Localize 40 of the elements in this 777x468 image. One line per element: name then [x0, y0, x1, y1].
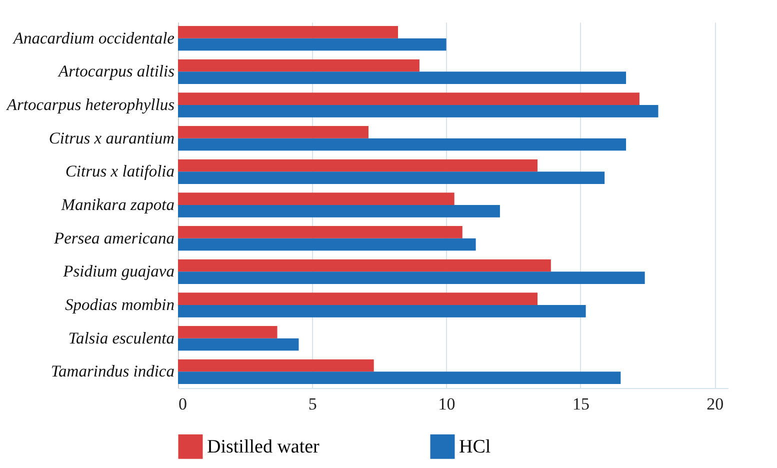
x-tick-label: 20 — [706, 394, 724, 414]
bar — [178, 259, 551, 272]
bar — [178, 126, 368, 138]
bar — [178, 159, 538, 172]
y-tick-label: Artocarpus altilis — [58, 62, 174, 81]
bar — [178, 205, 500, 218]
y-tick-label: Tamarindus indica — [50, 362, 174, 381]
y-tick-label: Citrus x latifolia — [65, 162, 174, 181]
y-tick-label: Anacardium occidentale — [12, 28, 174, 48]
bar — [178, 338, 299, 351]
bar — [178, 326, 278, 338]
x-tick-label: 15 — [572, 394, 590, 414]
legend-label: HCl — [459, 436, 491, 458]
bar — [178, 172, 605, 184]
y-tick-label: Talsia esculenta — [68, 328, 174, 348]
x-tick-label: 5 — [308, 394, 317, 414]
y-tick-label: Artocarpus heterophyllus — [6, 95, 174, 114]
bar — [178, 138, 626, 151]
y-tick-label: Manikara zapota — [60, 195, 174, 214]
legend-label: Distilled water — [207, 436, 320, 458]
bar — [178, 272, 645, 284]
bar — [178, 372, 621, 384]
bar — [178, 72, 626, 84]
y-tick-label: Citrus x aurantium — [48, 128, 175, 148]
bar — [178, 238, 476, 251]
y-tick-label: Psidium guajava — [62, 262, 174, 281]
bar — [178, 292, 538, 305]
y-tick-label: Persea americana — [52, 228, 174, 248]
bar — [178, 359, 374, 372]
bar — [178, 305, 586, 318]
bar — [178, 59, 420, 72]
bar — [178, 105, 658, 118]
bar — [178, 226, 462, 238]
bar — [178, 92, 640, 105]
bar — [178, 38, 446, 51]
x-tick-label: 10 — [438, 394, 456, 414]
bar — [178, 192, 454, 205]
x-tick-label: 0 — [178, 394, 187, 414]
bar — [178, 26, 398, 38]
y-tick-label: Spodias mombin — [64, 295, 174, 314]
